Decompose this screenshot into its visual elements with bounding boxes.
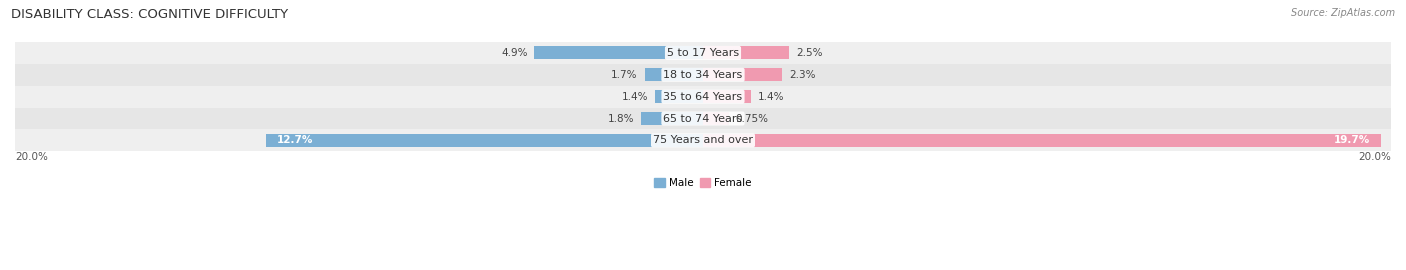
- Text: 4.9%: 4.9%: [501, 48, 527, 58]
- Bar: [655, 90, 703, 103]
- Bar: [703, 90, 751, 103]
- Text: DISABILITY CLASS: COGNITIVE DIFFICULTY: DISABILITY CLASS: COGNITIVE DIFFICULTY: [11, 8, 288, 21]
- Legend: Male, Female: Male, Female: [650, 174, 756, 192]
- Text: 1.8%: 1.8%: [607, 113, 634, 123]
- Text: 12.7%: 12.7%: [277, 135, 312, 145]
- Bar: [534, 46, 703, 59]
- Text: 2.5%: 2.5%: [796, 48, 823, 58]
- Text: Source: ZipAtlas.com: Source: ZipAtlas.com: [1291, 8, 1395, 18]
- Text: 65 to 74 Years: 65 to 74 Years: [664, 113, 742, 123]
- Text: 18 to 34 Years: 18 to 34 Years: [664, 70, 742, 80]
- Text: 1.4%: 1.4%: [758, 92, 785, 102]
- Text: 2.3%: 2.3%: [789, 70, 815, 80]
- Bar: [266, 134, 703, 147]
- Text: 20.0%: 20.0%: [15, 152, 48, 162]
- Bar: [15, 64, 1391, 86]
- Bar: [703, 46, 789, 59]
- Bar: [15, 129, 1391, 151]
- Text: 20.0%: 20.0%: [1358, 152, 1391, 162]
- Bar: [15, 86, 1391, 107]
- Bar: [641, 112, 703, 125]
- Text: 35 to 64 Years: 35 to 64 Years: [664, 92, 742, 102]
- Text: 5 to 17 Years: 5 to 17 Years: [666, 48, 740, 58]
- Text: 19.7%: 19.7%: [1334, 135, 1371, 145]
- Bar: [703, 112, 728, 125]
- Text: 1.7%: 1.7%: [612, 70, 638, 80]
- Bar: [703, 68, 782, 81]
- Text: 75 Years and over: 75 Years and over: [652, 135, 754, 145]
- Text: 1.4%: 1.4%: [621, 92, 648, 102]
- Text: 0.75%: 0.75%: [735, 113, 769, 123]
- Bar: [644, 68, 703, 81]
- Bar: [15, 42, 1391, 64]
- Bar: [703, 134, 1381, 147]
- Bar: [15, 107, 1391, 129]
